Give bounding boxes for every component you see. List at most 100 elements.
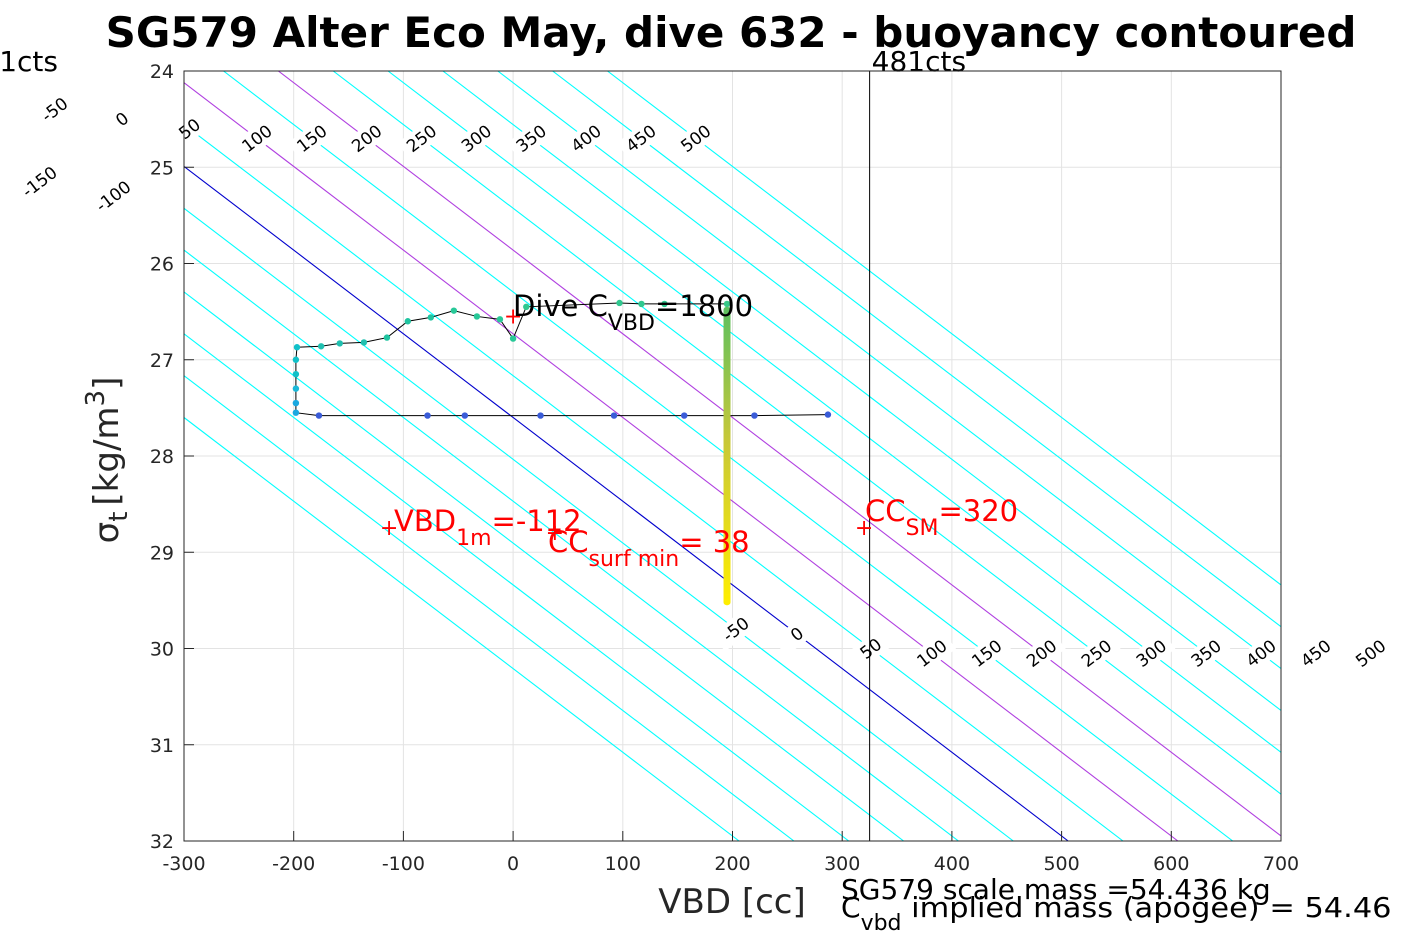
cc-sm-sub: SM [906, 516, 939, 541]
dive-trace-point [450, 307, 458, 314]
contour-line-50 [184, 123, 1124, 841]
dive-trace-point [336, 340, 343, 347]
plus-marker: + [855, 516, 873, 541]
contour-label-bottom-bg [1236, 631, 1286, 676]
contour-label-bottom-bg [846, 626, 895, 671]
x-tick-label: 500 [1043, 853, 1079, 875]
cc-surf-min-sub: surf min [589, 547, 680, 572]
contour-label-bottom-bg [772, 611, 822, 657]
dive-trace-point [523, 303, 530, 311]
contour-line-100 [184, 82, 1179, 841]
dive-trace-point [616, 299, 623, 307]
axis-ticks: -300 -100 0 100 200 300 400 500 600 700 -200 24 25 26… [150, 61, 1299, 875]
contour-line-300 [387, 71, 1281, 753]
dive-trace-point [317, 343, 325, 350]
dive-trace-point [292, 370, 300, 378]
contour-label-top-bg [507, 116, 556, 161]
contour-line-200 [278, 71, 1281, 837]
dive-trace-point [292, 399, 300, 407]
vbd-limit-lines: 481cts 1cts [0, 45, 966, 841]
contour-line-400 [497, 71, 1281, 670]
vbd-limit-label: 1cts [0, 45, 58, 78]
contour-line--200 [184, 333, 850, 841]
contour-line-250 [332, 71, 1281, 795]
y-tick-label: 24 [150, 61, 174, 83]
y-tick-label: 30 [150, 639, 174, 661]
contour-label-top-bg [97, 97, 147, 142]
dive-trace-point [404, 318, 411, 325]
contour-label-bottom-bg [962, 631, 1011, 676]
dive-trace-point [293, 344, 301, 351]
cc-sm-tail: =320 [938, 494, 1018, 528]
dive-trace-point [315, 412, 323, 419]
markers: + + + + [380, 304, 873, 546]
contour-line-0 [184, 165, 1069, 841]
plus-marker: + [380, 516, 398, 541]
x-tick-label: 700 [1263, 853, 1299, 875]
contour-label-bottom-bg [1181, 631, 1231, 676]
contour-line--300 [184, 416, 740, 841]
cc-surf-min-tail: = 38 [679, 525, 749, 559]
y-tick-label: 25 [150, 157, 174, 179]
implied-mass-main: C [841, 891, 861, 924]
y-tick-label: 27 [150, 350, 174, 372]
dive-trace-point [610, 412, 618, 419]
contour-label-bottom-bg [1017, 631, 1066, 676]
contour-label-top-bg [561, 116, 611, 161]
contour-line--50 [184, 207, 1014, 841]
contour-label-top-bg [287, 116, 336, 161]
dive-trace-point [496, 316, 504, 323]
dive-trace [292, 299, 832, 606]
y-tick-label: 31 [150, 735, 174, 757]
x-tick-label: 0 [507, 853, 519, 875]
vbd-limit-label: 481cts [872, 45, 966, 78]
dive-c-vbd-sub: VBD [608, 311, 655, 336]
y-axis-label-close: ] [87, 377, 127, 390]
contour-label-top-bg [616, 116, 666, 161]
cc-sm-main: CC [865, 494, 906, 528]
vbd-1m-main: VBD [394, 504, 456, 538]
contour-label-top-bg [671, 116, 720, 161]
contour-line-500 [607, 71, 1281, 586]
contour-label-bottom-bg [1072, 631, 1121, 676]
cc-surf-min-annotation: CCsurf min= 38 [548, 525, 750, 572]
y-tick-label: 29 [150, 542, 174, 564]
plus-marker: + [504, 304, 522, 329]
contour-label-top-bg [452, 116, 501, 161]
vbd-1m-sub: 1m [456, 526, 491, 551]
ascent-band [723, 306, 731, 606]
vbd-1m-tail: =-112 [492, 504, 582, 538]
dive-trace-point [751, 412, 758, 419]
contour-label-bottom-bg [1291, 631, 1340, 676]
x-tick-label: 100 [605, 853, 641, 875]
chart-title: SG579 Alter Eco May, dive 632 - buoyancy… [106, 8, 1357, 57]
contour-line--250 [184, 374, 795, 841]
dive-trace-point [427, 314, 435, 321]
implied-mass-tail: implied mass (apogee) = 54.46 [902, 891, 1392, 924]
x-tick-label: 600 [1153, 853, 1189, 875]
contour-line-450 [552, 71, 1281, 628]
contour-label-bottom-bg [1346, 631, 1395, 676]
dive-trace-point [292, 385, 300, 392]
contour-label-top-bg [89, 174, 138, 219]
dive-trace-point [473, 313, 481, 320]
contour-line--150 [184, 291, 904, 841]
x-tick-label: -300 [162, 853, 205, 875]
dive-trace-point [360, 339, 368, 346]
dive-c-vbd-annotation: Dive CVBD=1800 [513, 289, 753, 336]
contour-label-bottom-bg [1127, 631, 1176, 676]
x-axis-label: VBD [cc] [658, 882, 806, 922]
dive-trace-point [292, 356, 300, 363]
y-tick-label: 26 [150, 254, 174, 276]
dive-c-vbd-main: Dive C [513, 289, 608, 323]
y-axis-label-sub: t [104, 512, 134, 522]
implied-mass-text: Cvbd implied mass (apogee) = 54.46 [841, 891, 1392, 936]
contour-label-top-bg [397, 116, 446, 161]
y-tick-label: 32 [150, 831, 174, 853]
implied-mass-sub: vbd [861, 911, 902, 936]
x-tick-label: 400 [934, 853, 970, 875]
contour-label-top-bg [30, 87, 79, 132]
scale-mass-text: SG579 scale mass =54.436 kg [841, 873, 1271, 906]
dive-trace-point [824, 411, 832, 418]
